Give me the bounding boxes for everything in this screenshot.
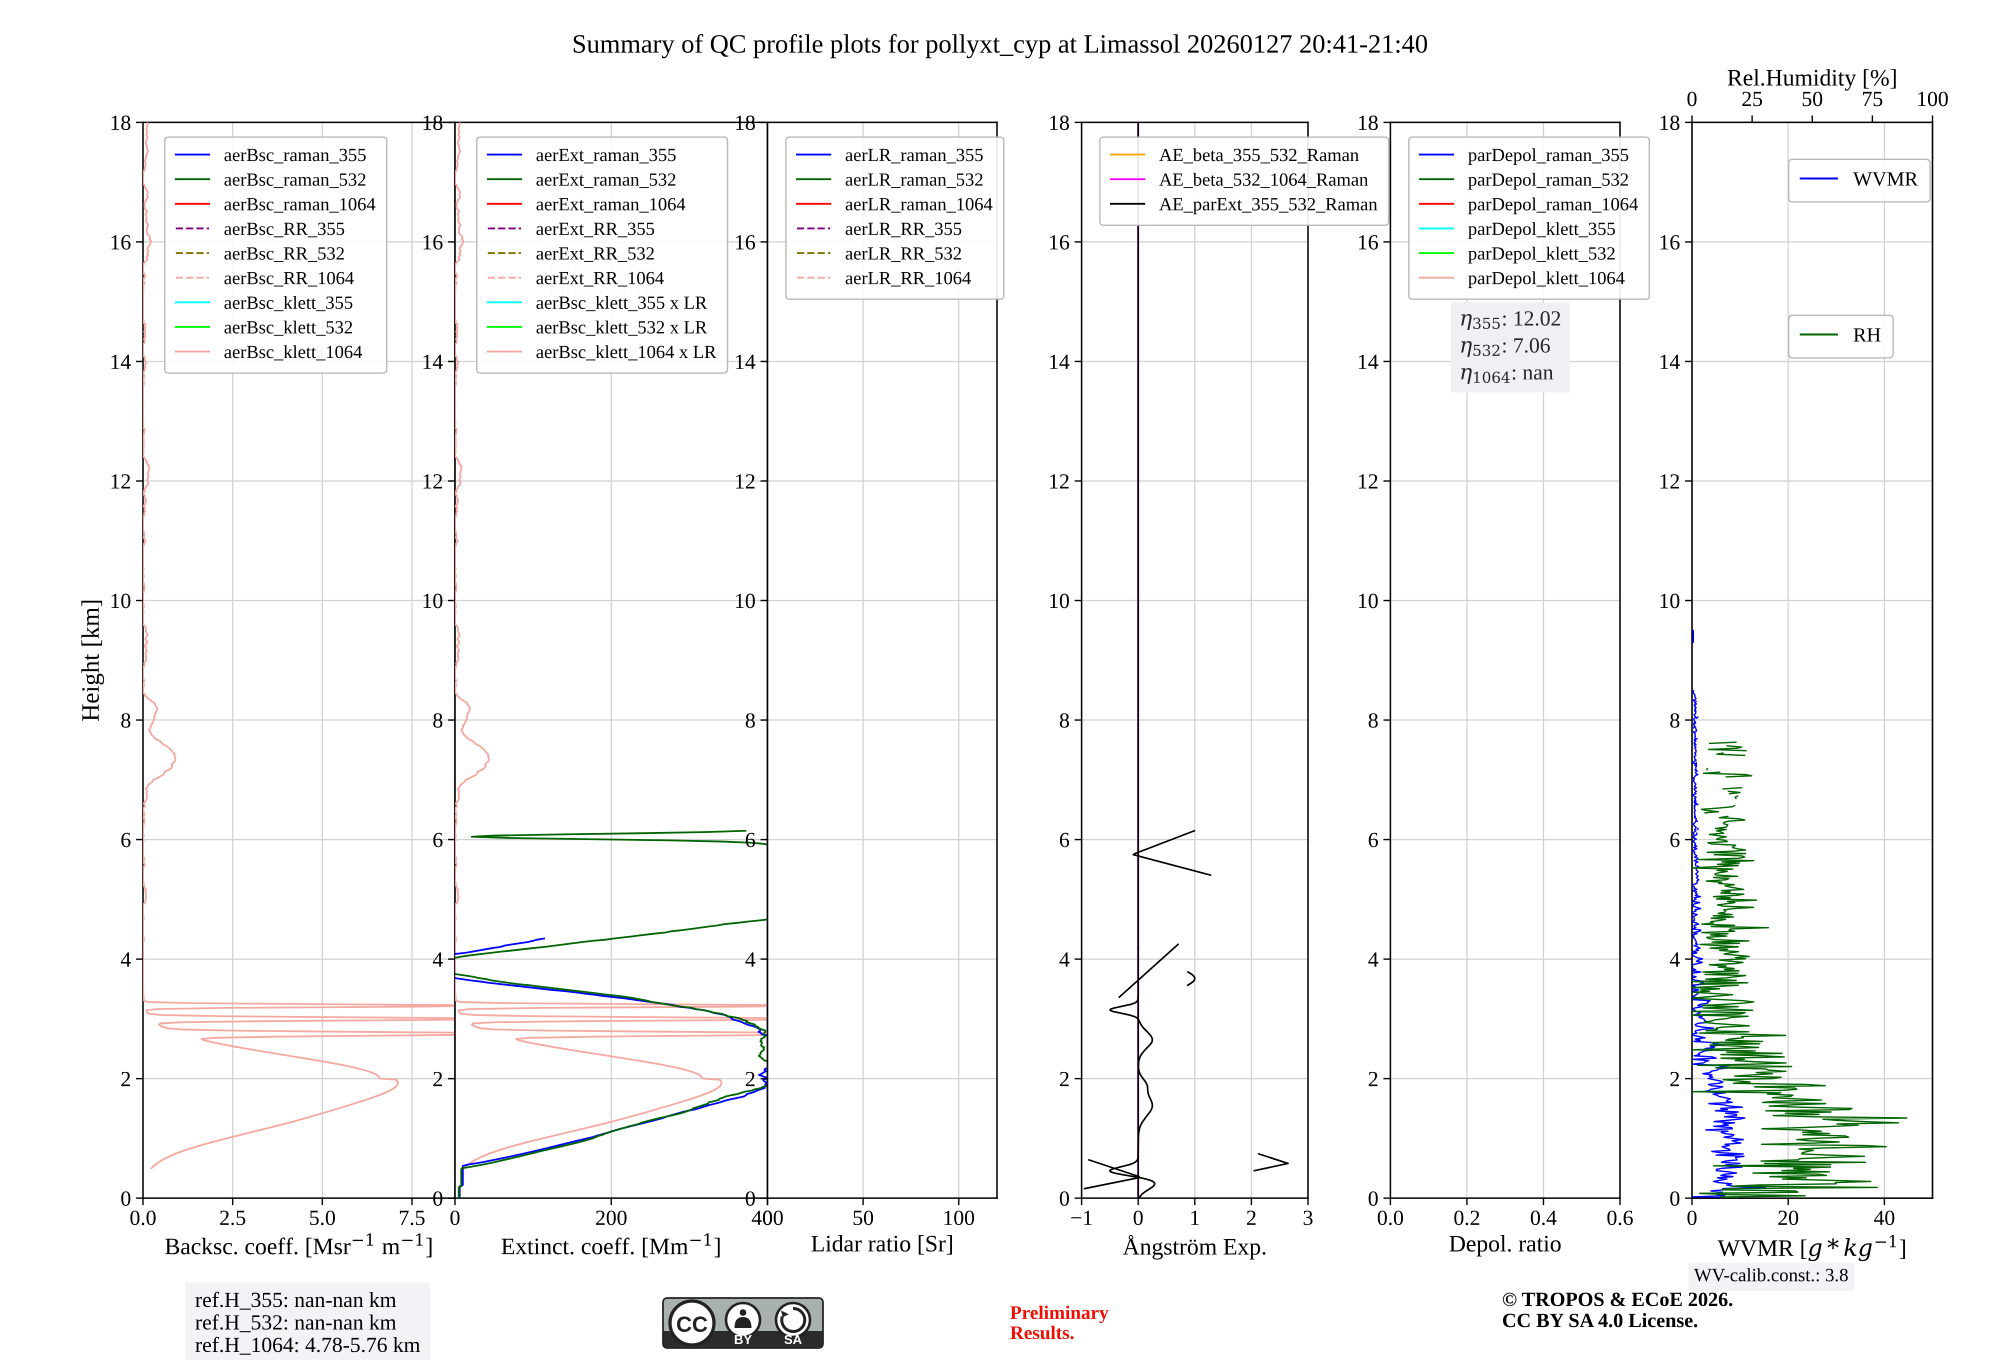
svg-text:CC: CC <box>676 1312 708 1337</box>
svg-text:SA: SA <box>784 1332 803 1347</box>
svg-text:BY: BY <box>734 1332 752 1347</box>
